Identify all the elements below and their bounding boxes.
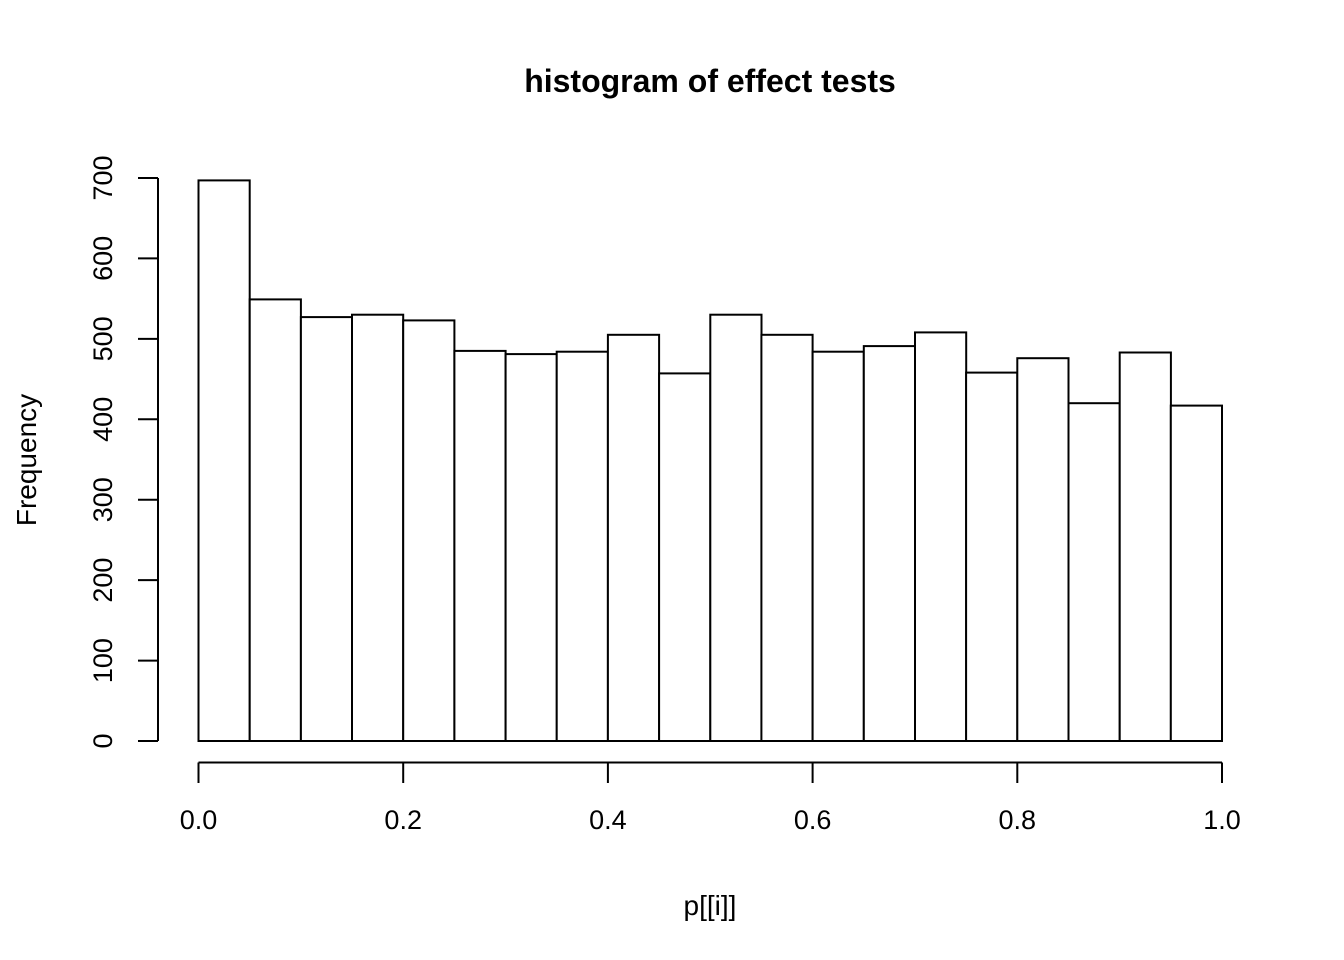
bars-group [197,179,1224,742]
y-tick-label: 500 [88,316,118,361]
histogram-bar [248,298,302,742]
y-tick-label: 0 [88,733,118,748]
histogram-bar [504,353,558,742]
x-axis-title: p[[i]] [684,890,737,921]
chart-title: histogram of effect tests [524,63,896,99]
histogram-bar [658,372,712,742]
x-tick-label: 0.8 [999,805,1037,835]
x-tick-label: 0.4 [589,805,627,835]
y-tick-label: 700 [88,155,118,200]
x-axis: 0.0 0.2 0.4 0.6 0.8 1.0 [180,761,1241,835]
y-axis-title: Frequency [11,394,42,526]
y-tick-label: 300 [88,477,118,522]
histogram-bar [965,371,1019,742]
histogram-bar [351,313,405,742]
y-axis: 0 100 200 300 400 500 600 700 [88,155,159,749]
histogram-bar [760,333,814,742]
y-tick-label: 200 [88,558,118,603]
x-tick-label: 0.2 [384,805,422,835]
histogram-bar [606,333,661,742]
histogram-bar [1016,357,1070,742]
x-tick-label: 0.0 [180,805,218,835]
histogram-bar [299,316,354,742]
x-tick-label: 0.6 [794,805,832,835]
histogram-bar [709,313,763,742]
histogram-bar [1067,402,1121,742]
histogram-bar [453,349,507,742]
histogram-bar [402,319,456,742]
x-tick-label: 1.0 [1203,805,1241,835]
histogram-bar [914,331,968,742]
y-tick-label: 600 [88,236,118,281]
histogram-bar [555,350,609,742]
histogram-bar [862,345,916,742]
y-tick-label: 400 [88,397,118,442]
histogram-bar [1118,351,1172,742]
y-tick-label: 100 [88,638,118,683]
histogram-bar [197,179,251,742]
histogram-bar [811,350,865,742]
histogram-bar [1169,404,1224,742]
